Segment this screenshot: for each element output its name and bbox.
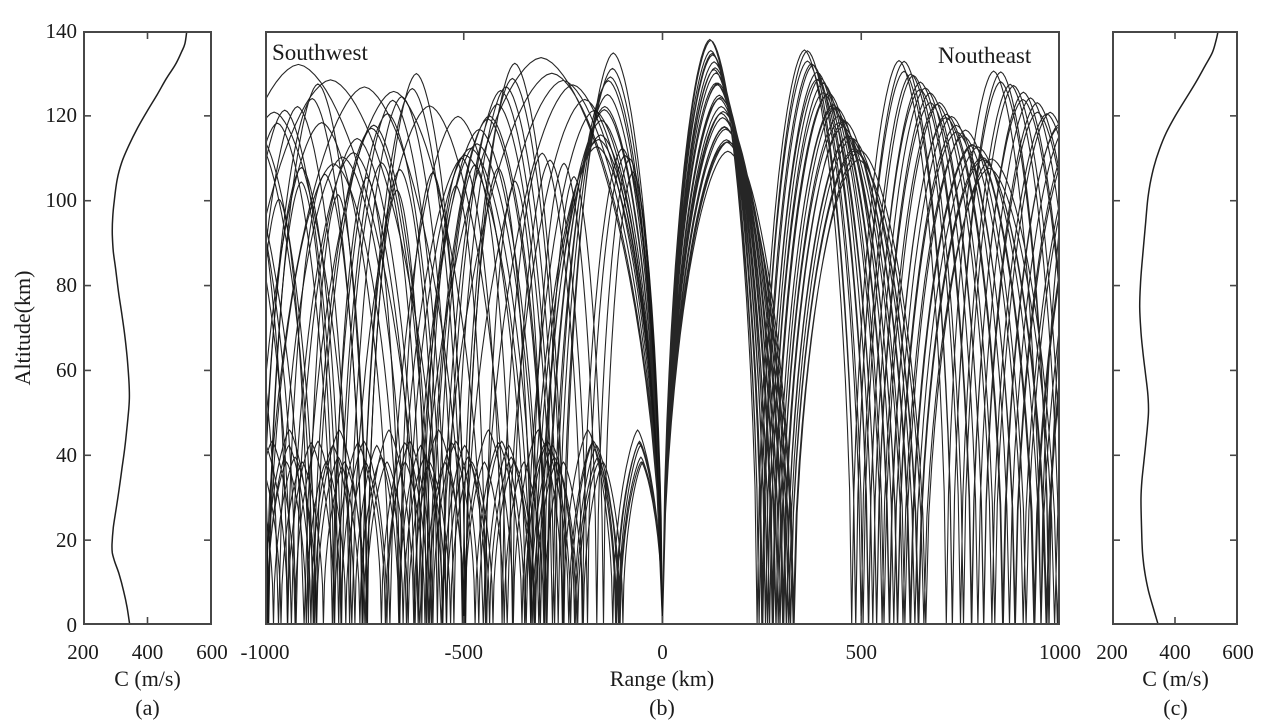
- panel-frame: [265, 31, 1060, 625]
- tick-label: 80: [56, 273, 77, 298]
- panel-a-x-axis-label: C (m/s): [114, 666, 181, 691]
- sound-speed-profile-curve: [1138, 31, 1219, 625]
- panel-a-sound-speed-southwest-plot: [83, 31, 212, 625]
- ray-path-family-southwest-short-hop-thermospheric: [265, 147, 664, 625]
- tick-label: 400: [131, 639, 164, 664]
- altitude-axis-label: Altitude(km): [10, 270, 35, 386]
- ray-path-family-southwest-long-hop-thermospheric: [265, 57, 664, 625]
- panel-frame: [83, 31, 212, 625]
- panel-b-sublabel: (b): [649, 695, 675, 720]
- panel-c-sublabel: (c): [1163, 695, 1188, 720]
- ray-path-family-southwest-stratospheric: [265, 429, 664, 625]
- panel-frame: [1112, 31, 1238, 625]
- ray-path-family-northeast-thermospheric-fan: [661, 38, 1060, 625]
- panel-b-x-axis-label: Range (km): [609, 666, 715, 691]
- tick-label: -1000: [240, 639, 290, 664]
- tick-label: 40: [56, 442, 77, 467]
- panel-c-x-axis-label: C (m/s): [1142, 666, 1209, 691]
- annotation-noutheast: Noutheast: [938, 43, 1032, 68]
- tick-label: 200: [67, 639, 99, 664]
- tick-label: 200: [1096, 639, 1128, 664]
- panel-c-sound-speed-northeast-plot: [1112, 31, 1238, 625]
- tick-label: -500: [444, 639, 484, 664]
- tick-label: 20: [56, 527, 77, 552]
- tick-label: 1000: [1039, 639, 1081, 664]
- tick-label: 0: [657, 639, 668, 664]
- tick-label: 100: [45, 188, 78, 213]
- tick-label: 500: [845, 639, 878, 664]
- tick-label: 60: [56, 357, 77, 382]
- tick-label: 400: [1159, 639, 1191, 664]
- tick-label: 600: [196, 639, 228, 664]
- panel-b-ray-paths-plot: [265, 31, 1060, 625]
- tick-label: 0: [66, 612, 78, 637]
- panel-a-sublabel: (a): [135, 695, 160, 720]
- tick-label: 600: [1222, 639, 1254, 664]
- sound-speed-profile-curve: [111, 31, 188, 625]
- annotation-southwest: Southwest: [272, 40, 368, 65]
- tick-label: 120: [45, 103, 78, 128]
- tick-label: 140: [45, 18, 78, 43]
